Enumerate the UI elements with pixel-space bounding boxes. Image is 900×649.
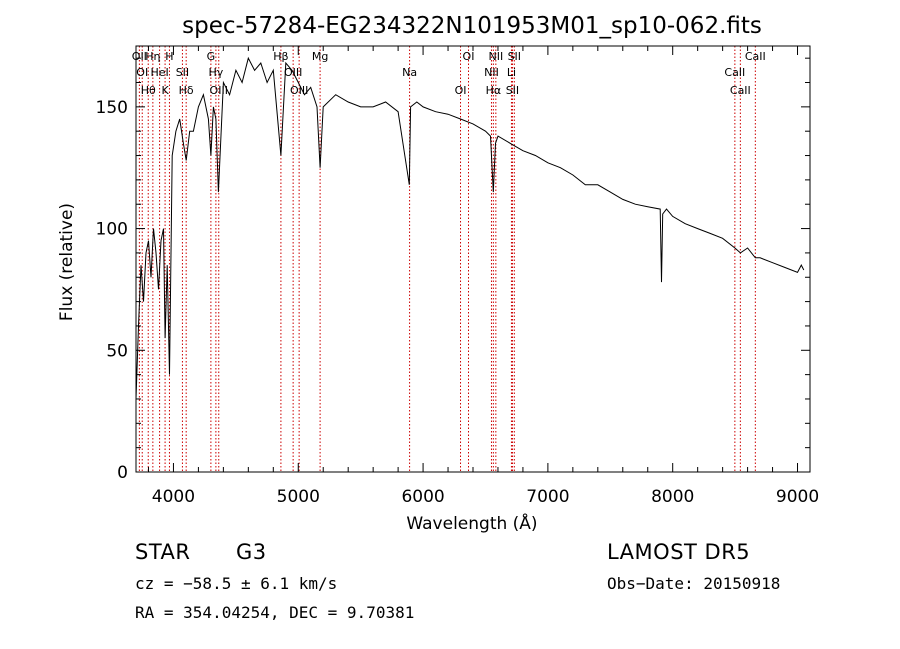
line-label: Mg <box>312 50 328 63</box>
line-label: NII <box>488 50 503 63</box>
line-label: G <box>207 50 216 63</box>
line-label: OI <box>463 50 475 63</box>
object-class: STAR <box>135 540 191 564</box>
line-label: OI <box>136 66 148 79</box>
spectrum-line <box>135 56 805 400</box>
line-label: SII <box>508 50 521 63</box>
y-tick-label: 50 <box>106 341 128 361</box>
line-label: OIII <box>290 84 308 97</box>
line-label: HeI <box>150 66 168 79</box>
spectral-subclass: G3 <box>236 540 267 564</box>
y-tick-label: 0 <box>117 463 128 483</box>
line-label: CaII <box>745 50 766 63</box>
x-tick-label: 6000 <box>401 487 444 507</box>
line-label: SII <box>506 84 519 97</box>
plot-frame <box>135 45 811 473</box>
line-label: Hη <box>145 50 160 63</box>
x-axis-ticks: 4000 5000 6000 7000 8000 9000 <box>147 46 819 507</box>
line-label: CaII <box>724 66 745 79</box>
line-label: Na <box>402 66 417 79</box>
chart-title: spec-57284-EG234322N101953M01_sp10-062.f… <box>182 13 762 39</box>
x-tick-label: 8000 <box>651 487 694 507</box>
line-label: H <box>165 50 173 63</box>
line-label: Hθ <box>141 84 156 97</box>
line-label: K <box>161 84 169 97</box>
line-label: SII <box>176 66 189 79</box>
line-label: Hγ <box>208 66 223 79</box>
line-label: OI <box>455 84 467 97</box>
line-label: Hα <box>486 84 502 97</box>
survey-name: LAMOST DR5 <box>607 540 751 564</box>
line-label: NII <box>484 66 499 79</box>
x-tick-label: 4000 <box>152 487 195 507</box>
y-axis-ticks: 0 50 100 150 <box>96 57 810 483</box>
line-label: Hδ <box>179 84 194 97</box>
x-axis-label: Wavelength (Å) <box>406 512 537 534</box>
redshift-cz: cz = −58.5 ± 6.1 km/s <box>135 574 338 593</box>
y-tick-label: 100 <box>96 220 128 240</box>
observation-date: Obs−Date: 20150918 <box>607 574 781 593</box>
y-tick-label: 150 <box>96 98 128 118</box>
x-tick-label: 7000 <box>526 487 569 507</box>
line-label: Li <box>507 66 516 79</box>
x-tick-label: 5000 <box>277 487 320 507</box>
emission-line-markers <box>138 46 756 472</box>
line-label: Hβ <box>273 50 288 63</box>
y-axis-label: Flux (relative) <box>57 203 77 321</box>
line-label: CaII <box>730 84 751 97</box>
x-tick-label: 9000 <box>776 487 819 507</box>
ra-dec-coordinates: RA = 354.04254, DEC = 9.70381 <box>135 603 415 622</box>
